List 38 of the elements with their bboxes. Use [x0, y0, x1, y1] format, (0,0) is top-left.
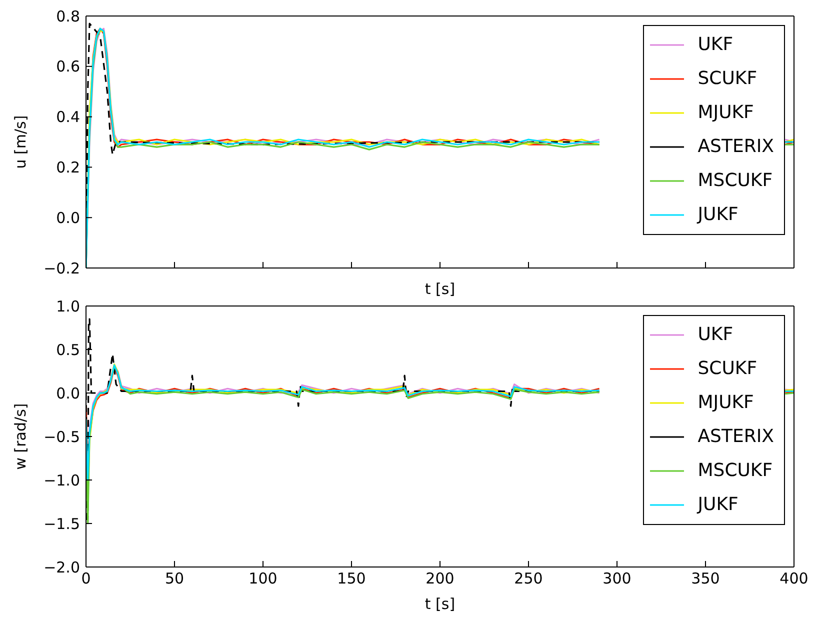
legend-label: MSCUKF — [698, 459, 773, 483]
y-tick-label: 0.2 — [56, 158, 80, 177]
legend-label: JUKF — [698, 203, 738, 227]
y-tick-label: 0.0 — [56, 208, 80, 227]
x-tick-label: 150 — [337, 570, 366, 588]
y-tick-label: −1.5 — [44, 514, 80, 533]
x-axis-title: t [s] — [424, 280, 456, 298]
legend-label: MJUKF — [698, 101, 754, 125]
y-tick-label: 0.5 — [56, 340, 80, 359]
y-axis-title: u [m/s] — [11, 115, 30, 169]
x-tick-label: 50 — [164, 570, 184, 588]
y-tick-label: −1.0 — [44, 471, 80, 490]
y-tick-label: −0.5 — [44, 428, 80, 446]
legend-label: MJUKF — [698, 391, 754, 415]
x-tick-label: 100 — [248, 570, 278, 588]
x-tick-label: 0 — [81, 570, 91, 588]
legend-label: JUKF — [698, 493, 738, 517]
y-tick-label: 1.0 — [56, 297, 80, 316]
x-tick-label: 200 — [426, 570, 454, 588]
y-tick-label: −0.2 — [44, 259, 80, 278]
x-tick-label: 250 — [514, 570, 543, 588]
legend-label: UKF — [698, 33, 734, 57]
y-axis-title: w [rad/s] — [11, 403, 30, 470]
x-axis-title: t [s] — [424, 595, 456, 613]
legend-label: SCUKF — [698, 357, 758, 381]
legend-label: SCUKF — [698, 67, 758, 91]
legend-label: ASTERIX — [698, 135, 774, 159]
y-tick-label: 0.6 — [56, 58, 80, 76]
y-tick-label: 0.8 — [56, 7, 80, 26]
legend-label: UKF — [698, 323, 734, 347]
y-tick-label: 0.4 — [56, 108, 80, 126]
legend-label: MSCUKF — [698, 169, 773, 193]
x-tick-label: 350 — [691, 570, 720, 588]
legend-label: ASTERIX — [698, 425, 774, 449]
y-tick-label: 0.0 — [56, 384, 80, 402]
x-tick-label: 400 — [780, 570, 808, 588]
x-tick-label: 300 — [602, 570, 632, 588]
y-tick-label: −2.0 — [44, 558, 80, 576]
